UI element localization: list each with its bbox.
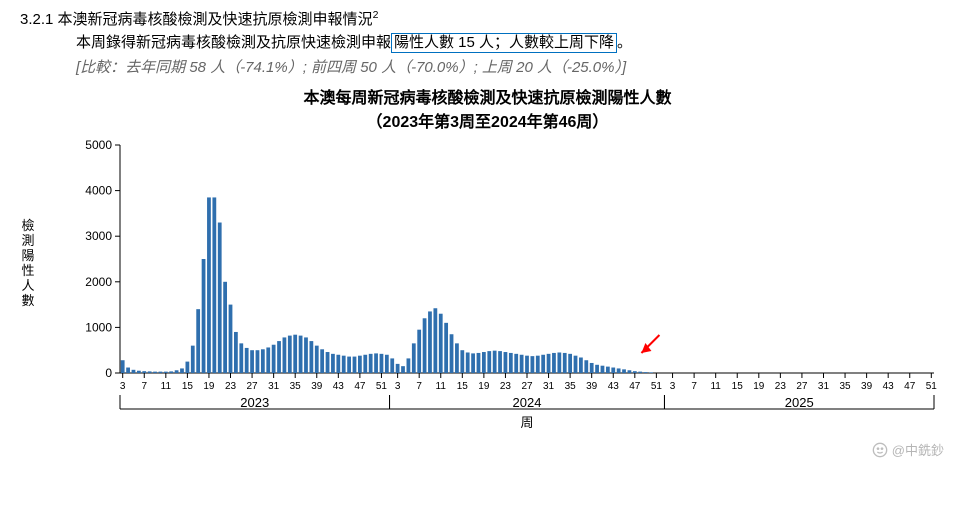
svg-text:15: 15: [732, 381, 744, 392]
svg-text:2000: 2000: [85, 275, 112, 289]
svg-text:11: 11: [161, 381, 172, 392]
svg-text:27: 27: [521, 381, 533, 392]
summary-highlight: 陽性人數 15 人；人數較上周下降: [391, 33, 617, 53]
svg-text:7: 7: [691, 381, 697, 392]
svg-text:43: 43: [883, 381, 895, 392]
svg-text:19: 19: [478, 381, 490, 392]
svg-text:3: 3: [395, 381, 401, 392]
svg-text:3: 3: [670, 381, 676, 392]
svg-text:35: 35: [565, 381, 577, 392]
svg-text:35: 35: [839, 381, 851, 392]
section-title: 本澳新冠病毒核酸檢測及快速抗原檢測申報情況: [58, 11, 373, 28]
svg-text:27: 27: [796, 381, 808, 392]
svg-text:11: 11: [436, 381, 447, 392]
svg-text:23: 23: [775, 381, 787, 392]
svg-text:3: 3: [120, 381, 126, 392]
svg-text:51: 51: [376, 381, 388, 392]
svg-text:15: 15: [457, 381, 469, 392]
svg-text:周: 周: [520, 415, 533, 430]
svg-text:27: 27: [247, 381, 259, 392]
svg-text:43: 43: [608, 381, 620, 392]
svg-text:43: 43: [333, 381, 345, 392]
svg-text:31: 31: [543, 381, 555, 392]
svg-text:39: 39: [861, 381, 873, 392]
svg-text:47: 47: [629, 381, 641, 392]
summary-prefix: 本周錄得新冠病毒核酸檢測及抗原快速檢測申報: [76, 34, 391, 51]
svg-text:3000: 3000: [85, 229, 112, 243]
svg-text:2025: 2025: [785, 395, 814, 410]
svg-text:7: 7: [416, 381, 422, 392]
svg-text:11: 11: [710, 381, 721, 392]
summary-line: 本周錄得新冠病毒核酸檢測及抗原快速檢測申報陽性人數 15 人；人數較上周下降。: [76, 31, 955, 52]
svg-text:5000: 5000: [85, 139, 112, 152]
chart-container: 檢測陽性人數 010002000300040005000371115192327…: [66, 139, 966, 453]
section-header: 3.2.1 本澳新冠病毒核酸檢測及快速抗原檢測申報情況2: [20, 8, 955, 29]
svg-text:47: 47: [904, 381, 916, 392]
chart-title-line2: （2023年第3周至2024年第46周）: [20, 111, 955, 135]
svg-text:0: 0: [105, 366, 112, 380]
chart-title-line1: 本澳每周新冠病毒核酸檢測及快速抗原檢測陽性人數: [20, 87, 955, 111]
y-axis-label: 檢測陽性人數: [20, 219, 36, 309]
svg-text:31: 31: [268, 381, 280, 392]
svg-text:31: 31: [818, 381, 830, 392]
svg-text:4000: 4000: [85, 184, 112, 198]
svg-text:23: 23: [225, 381, 237, 392]
svg-text:2024: 2024: [513, 395, 542, 410]
watermark-text: @中銑鈔: [892, 440, 944, 459]
section-number: 3.2.1: [20, 11, 53, 28]
svg-text:2023: 2023: [240, 395, 269, 410]
svg-text:35: 35: [290, 381, 302, 392]
comparison-line: [比較：去年同期 58 人（-74.1%）; 前四周 50 人（-70.0%）;…: [76, 56, 955, 77]
chart-title: 本澳每周新冠病毒核酸檢測及快速抗原檢測陽性人數 （2023年第3周至2024年第…: [20, 87, 955, 135]
svg-text:39: 39: [586, 381, 598, 392]
superscript: 2: [373, 9, 379, 21]
bar-chart: 0 1000 2000 3000 4000 5000 3 7 11 15 19 23 27 31 35 39 4…: [66, 139, 946, 449]
svg-text:1000: 1000: [85, 320, 112, 334]
svg-text:7: 7: [141, 381, 147, 392]
svg-text:19: 19: [753, 381, 765, 392]
summary-suffix: 。: [617, 34, 632, 51]
svg-text:47: 47: [354, 381, 366, 392]
svg-text:23: 23: [500, 381, 512, 392]
svg-text:39: 39: [311, 381, 323, 392]
svg-text:51: 51: [651, 381, 663, 392]
svg-text:15: 15: [182, 381, 194, 392]
chart-arrow: [641, 335, 659, 353]
watermark: @中銑鈔: [872, 440, 944, 459]
svg-text:51: 51: [926, 381, 938, 392]
svg-text:19: 19: [203, 381, 215, 392]
